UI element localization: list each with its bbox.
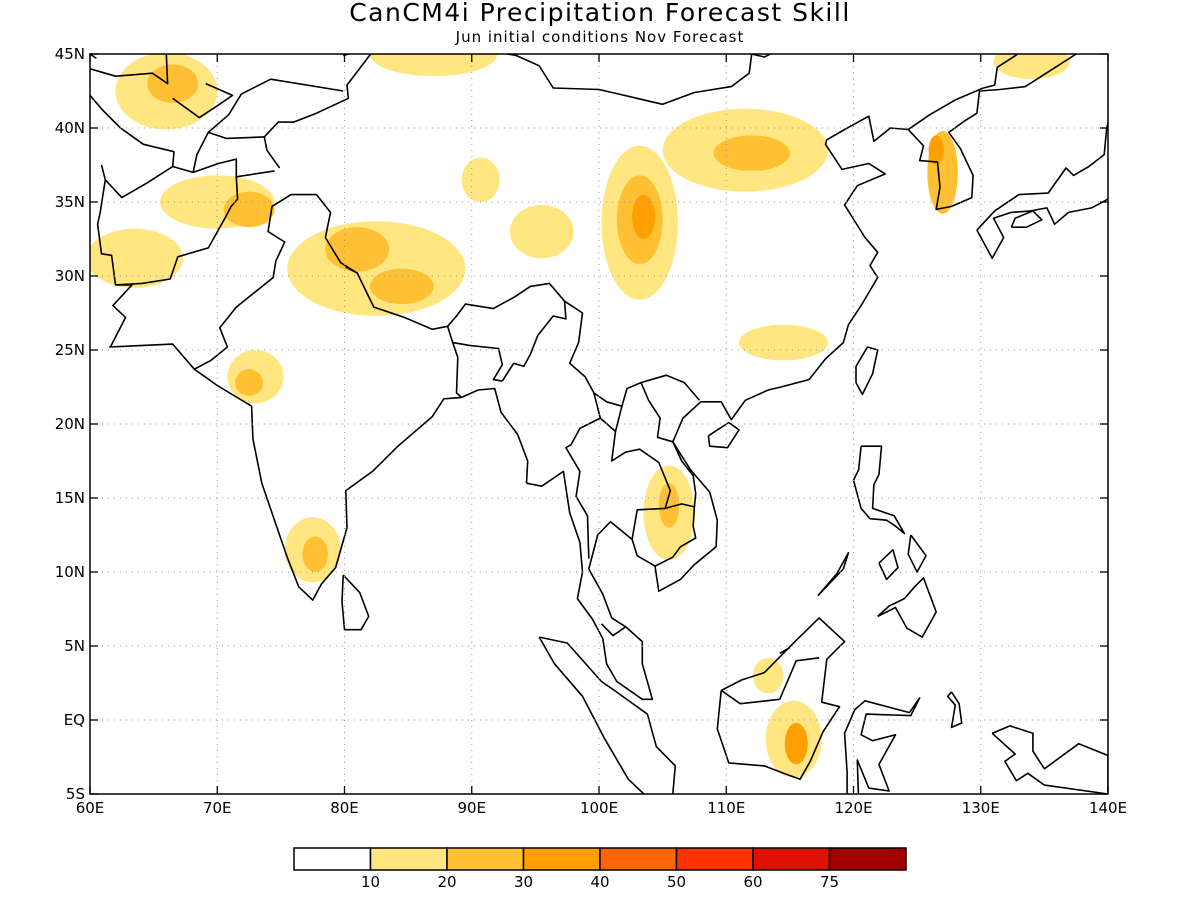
colorbar-label-20: 20 [437, 873, 456, 891]
lat-tick-label-30: 30N [55, 267, 85, 285]
lat-tick-label-5: 5N [64, 637, 85, 655]
border-22 [115, 176, 239, 286]
border-44 [907, 87, 984, 131]
skill-region-25 [752, 657, 784, 694]
coastline-9 [877, 577, 937, 638]
lat-tick-label-45: 45N [55, 45, 85, 63]
coastline-3 [707, 421, 740, 449]
coastline-0 [109, 343, 529, 601]
border-29 [565, 392, 602, 559]
coastline-2 [341, 574, 370, 631]
colorbar-swatch-1 [369, 847, 448, 871]
border-26 [446, 326, 463, 398]
coastline-18 [946, 691, 963, 729]
border-34 [600, 623, 627, 637]
coastline-6 [716, 617, 846, 780]
colorbar-label-50: 50 [667, 873, 686, 891]
colorbar-label-75: 75 [820, 873, 839, 891]
border-37 [503, 54, 773, 106]
border-45 [828, 21, 866, 28]
skill-region-10 [235, 369, 264, 396]
border-43 [90, 54, 169, 85]
coastline-14 [1010, 210, 1043, 228]
skill-region-27 [928, 135, 944, 165]
lon-tick-label-130: 130E [962, 799, 1000, 817]
coastline-5 [538, 636, 677, 794]
skill-region-3 [223, 191, 275, 228]
border-38 [263, 54, 372, 169]
skill-region-28 [993, 54, 1070, 80]
colorbar-label-40: 40 [590, 873, 609, 891]
border-20 [96, 164, 133, 348]
colorbar-swatch-4 [599, 847, 678, 871]
coastline-1 [526, 54, 1077, 701]
skill-region-13 [509, 204, 574, 259]
coastline-12 [817, 552, 850, 597]
colorbar-swatch-7 [828, 847, 907, 871]
map-subtitle: Jun initial conditions Nov Forecast [455, 28, 745, 46]
skill-region-14 [461, 157, 500, 202]
skill-region-17 [632, 194, 655, 239]
lat-tick-label--5: 5S [66, 785, 85, 803]
border-32 [654, 503, 697, 567]
border-39 [90, 94, 175, 167]
border-42 [172, 82, 234, 119]
lat-tick-label-25: 25N [55, 341, 85, 359]
skill-region-1 [147, 64, 199, 103]
lon-tick-label-110: 110E [707, 799, 745, 817]
lat-tick-label-20: 20N [55, 415, 85, 433]
colorbar-swatch-6 [752, 847, 831, 871]
colorbar-label-60: 60 [743, 873, 762, 891]
coastline-10 [878, 549, 899, 581]
skill-region-7 [325, 227, 390, 272]
border-35 [720, 657, 820, 705]
lon-tick-label-120: 120E [834, 799, 872, 817]
skill-region-22 [658, 483, 680, 528]
border-31 [614, 406, 623, 432]
coastline-4 [855, 346, 879, 396]
border-46 [983, 54, 1020, 89]
border-25 [345, 266, 358, 274]
lon-tick-label-140: 140E [1089, 799, 1127, 817]
border-30 [599, 417, 672, 540]
lat-tick-label-35: 35N [55, 193, 85, 211]
colorbar-label-30: 30 [514, 873, 533, 891]
coastline-7 [843, 697, 921, 794]
lon-tick-label-80: 80E [330, 799, 359, 817]
skill-region-5 [369, 54, 498, 77]
lon-tick-label-60: 60E [76, 799, 105, 817]
colorbar-swatch-5 [675, 847, 754, 871]
lat-tick-label-0: EQ [64, 711, 85, 729]
coastline-11 [907, 534, 927, 573]
lat-tick-label-40: 40N [55, 119, 85, 137]
skill-region-8 [369, 268, 434, 305]
colorbar-swatch-3 [522, 847, 601, 871]
lat-tick-label-10: 10N [55, 563, 85, 581]
skill-region-24 [784, 722, 808, 765]
coastline-17 [991, 725, 1108, 794]
coastline-13 [976, 119, 1108, 259]
colorbar-swatch-0 [293, 847, 372, 871]
coastline-15 [1107, 101, 1108, 106]
lon-tick-label-100: 100E [580, 799, 618, 817]
skill-region-19 [713, 135, 790, 171]
colorbar-swatch-2 [446, 847, 525, 871]
border-23 [193, 193, 317, 370]
skill-region-20 [738, 324, 829, 361]
map-title: CanCM4i Precipitation Forecast Skill [349, 0, 851, 27]
border-41 [207, 78, 344, 134]
border-40 [192, 131, 265, 173]
coastline-8 [852, 445, 906, 535]
border-27 [452, 341, 504, 382]
colorbar-label-10: 10 [361, 873, 380, 891]
lat-tick-label-15: 15N [55, 489, 85, 507]
lon-tick-label-90: 90E [457, 799, 486, 817]
skill-region-12 [302, 536, 328, 572]
border-33 [640, 382, 697, 507]
lon-tick-label-70: 70E [203, 799, 232, 817]
border-28 [564, 300, 701, 407]
border-36 [779, 646, 791, 655]
